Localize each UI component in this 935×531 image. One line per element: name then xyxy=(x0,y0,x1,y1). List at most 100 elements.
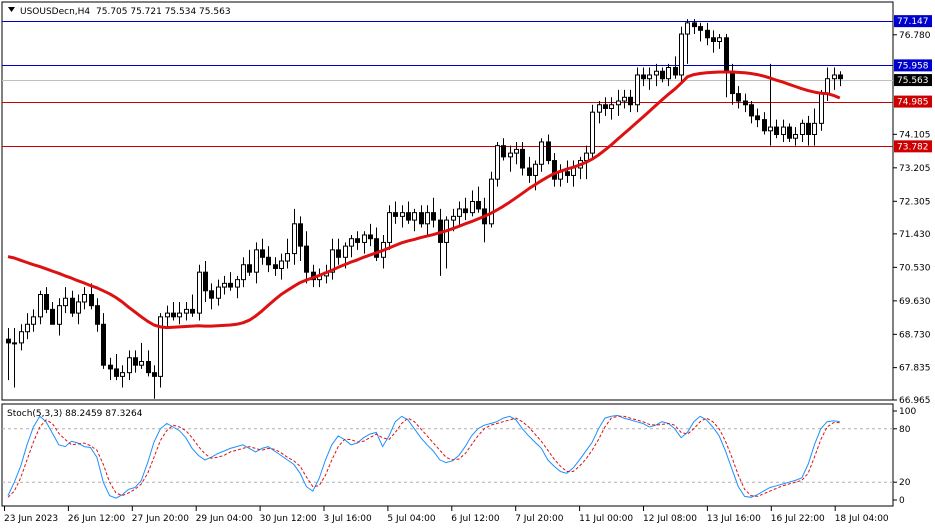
candle-body xyxy=(825,78,830,95)
candle-body xyxy=(38,294,43,318)
stochastic-lines xyxy=(7,414,840,499)
candle-body xyxy=(254,249,259,273)
candle-body xyxy=(235,279,240,288)
stochastic-label: Stoch(5,3,3) 88.2459 87.3264 xyxy=(7,409,143,419)
candle-body xyxy=(25,323,30,333)
price-level-tag xyxy=(894,59,932,72)
candle-body xyxy=(736,93,741,102)
candle-body xyxy=(171,312,176,318)
candle-body xyxy=(406,212,411,221)
candle-body xyxy=(692,22,697,28)
candle-body xyxy=(419,212,424,225)
candle-body xyxy=(70,297,75,314)
candle-body xyxy=(158,316,163,377)
candle-body xyxy=(717,37,722,42)
candle-body xyxy=(762,119,767,132)
ma-line xyxy=(7,70,841,330)
price-level-tag xyxy=(894,15,932,28)
candle-body xyxy=(584,152,589,162)
candle-body xyxy=(565,171,570,176)
candle-body xyxy=(787,126,792,139)
candle-body xyxy=(108,364,113,370)
candle-body xyxy=(552,160,557,180)
candle-body xyxy=(508,152,513,158)
candle-body xyxy=(285,253,290,262)
candle-body xyxy=(222,282,227,288)
candle-body xyxy=(82,294,87,303)
price-axis: 66.965 67.835 68.730 69.630 70.530 71.430 72.3… xyxy=(893,31,931,406)
moving-average xyxy=(7,70,841,330)
candle-body xyxy=(597,104,602,113)
time-tick-label: 13 Jul 16:00 xyxy=(707,514,761,524)
price-tick-label: 70.530 xyxy=(899,263,931,273)
candle-body xyxy=(228,282,233,288)
price-level-tag-label: 73.782 xyxy=(897,142,929,152)
stochastic-tick-label: 0 xyxy=(899,496,905,506)
candle-body xyxy=(50,308,55,325)
candle-body xyxy=(711,37,716,42)
candle-body xyxy=(800,122,805,136)
candle-body xyxy=(298,223,303,247)
candle-body xyxy=(355,238,360,243)
time-tick-label: 23 Jun 2023 xyxy=(4,514,58,524)
price-pane[interactable]: 66.965 67.835 68.730 69.630 70.530 71.430 72.3… xyxy=(1,1,932,406)
candle-body xyxy=(387,212,392,243)
candle-body xyxy=(546,141,551,162)
candle-body xyxy=(622,96,627,102)
candle-body xyxy=(95,305,100,325)
candle-body xyxy=(362,234,367,243)
stochastic-pane[interactable]: 0 20 80 100 Stoch(5,3,3) 88.2459 87.3264 xyxy=(1,403,916,507)
price-tick-label: 71.430 xyxy=(899,230,931,240)
candle-body xyxy=(368,234,373,240)
candle-body xyxy=(724,37,729,72)
candle-body xyxy=(685,22,690,35)
stochastic-axis: 0 20 80 100 xyxy=(893,407,916,506)
candle-body xyxy=(603,104,608,109)
candle-body xyxy=(489,178,494,225)
candle-body xyxy=(679,33,684,76)
price-tick-label: 66.965 xyxy=(899,396,931,406)
candle-body xyxy=(812,122,817,136)
candle-body xyxy=(374,238,379,258)
candle-body xyxy=(19,331,24,344)
candle-body xyxy=(209,290,214,299)
candle-body xyxy=(279,260,284,269)
candle-body xyxy=(476,200,481,210)
price-level-tag-label: 75.563 xyxy=(897,76,929,86)
candle-body xyxy=(616,100,621,106)
stochastic-tick-label: 100 xyxy=(899,407,916,417)
price-tick-label: 69.630 xyxy=(899,297,931,307)
candle-body xyxy=(139,360,144,366)
chart-menu-arrow-icon[interactable] xyxy=(8,7,15,12)
time-tick-label: 18 Jul 04:00 xyxy=(835,514,889,524)
candle-body xyxy=(190,308,195,314)
candle-body xyxy=(806,122,811,136)
price-tick-label: 72.305 xyxy=(899,197,931,207)
candle-body xyxy=(31,316,36,325)
price-tick-label: 68.730 xyxy=(899,330,931,340)
price-tick-label: 73.205 xyxy=(899,164,931,174)
candle-body xyxy=(216,286,221,299)
stochastic-signal-line xyxy=(7,415,840,498)
candle-body xyxy=(463,208,468,214)
stochastic-tick-label: 20 xyxy=(899,478,911,488)
candle-body xyxy=(431,212,436,221)
candle-body xyxy=(266,256,271,266)
candle-body xyxy=(349,238,354,247)
price-tick-label: 74.105 xyxy=(899,130,931,140)
candle-body xyxy=(146,360,151,374)
ohlc-label: 75.705 75.721 75.534 75.563 xyxy=(96,7,231,17)
time-tick-label: 30 Jun 12:00 xyxy=(260,514,317,524)
price-level-labels: 77.147 75.958 74.985 73.782 75.563 xyxy=(894,15,932,153)
candle-body xyxy=(63,297,68,307)
candle-body xyxy=(832,74,837,80)
candle-body xyxy=(539,141,544,165)
candle-body xyxy=(336,249,341,258)
stochastic-level-lines xyxy=(2,428,893,483)
candle-body xyxy=(57,305,62,325)
candle-body xyxy=(495,145,500,180)
candle-body xyxy=(203,271,208,292)
candle-body xyxy=(343,245,348,258)
